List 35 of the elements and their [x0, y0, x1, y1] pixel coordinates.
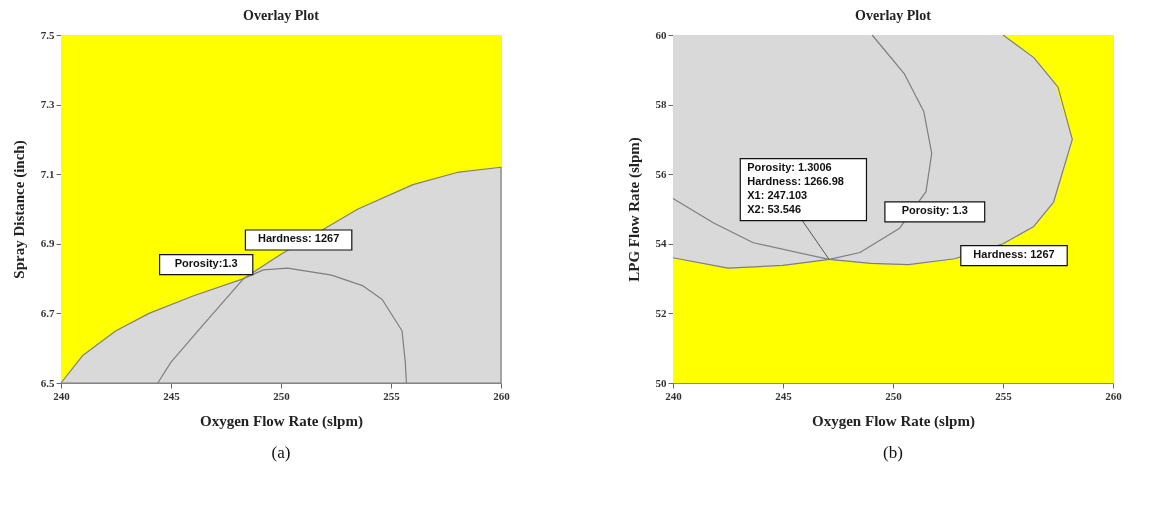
y-tick-label: 7.1	[40, 167, 55, 180]
x-tick-label: 250	[273, 389, 291, 402]
y-tick-label: 7.3	[40, 98, 55, 111]
annotation: Porosity:1.3	[174, 256, 238, 269]
y-tick-label: 6.7	[40, 306, 55, 319]
x-tick-label: 260	[493, 389, 511, 402]
annotation: Porosity: 1.3006 Hardness: 1266.98 X1: 247.103 X2: 53.546	[747, 160, 844, 215]
x-tick-label: 245	[775, 389, 793, 402]
text: (a)	[271, 443, 291, 462]
annotation: Hardness: 1267	[973, 247, 1055, 260]
text: (b)	[883, 443, 903, 462]
x-tick-label: 245	[163, 389, 181, 402]
x-tick-label: 255	[383, 389, 401, 402]
x-axis-title: Oxygen Flow Rate (slpm)	[200, 412, 363, 430]
y-tick-label: 6.5	[40, 376, 55, 389]
y-tick-label: 58	[655, 98, 667, 111]
y-axis-title: LPG Flow Rate (slpm)	[625, 137, 643, 282]
x-tick-label: 260	[1105, 389, 1123, 402]
x-tick-label: 255	[995, 389, 1013, 402]
x-axis-title: Oxygen Flow Rate (slpm)	[812, 412, 975, 430]
y-tick-label: 60	[655, 28, 667, 41]
chart-title: Overlay Plot	[243, 8, 320, 23]
y-tick-label: 7.5	[40, 28, 55, 41]
x-tick-label: 240	[53, 389, 71, 402]
y-tick-label: 56	[655, 167, 667, 180]
y-axis-title: Spray Distance (inch)	[10, 140, 28, 279]
x-tick-label: 250	[885, 389, 903, 402]
x-tick-label: 240	[665, 389, 683, 402]
chart-title: Overlay Plot	[855, 8, 932, 23]
y-tick-label: 6.9	[40, 237, 55, 250]
y-tick-label: 50	[655, 376, 667, 389]
y-tick-label: 52	[655, 306, 667, 319]
y-tick-label: 54	[655, 237, 667, 250]
annotation: Porosity: 1.3	[901, 203, 968, 216]
annotation: Hardness: 1267	[257, 232, 340, 244]
